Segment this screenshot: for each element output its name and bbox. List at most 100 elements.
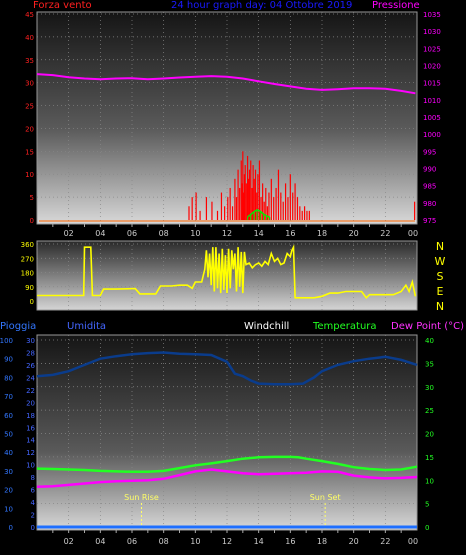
windchill-legend: Windchill <box>244 321 290 332</box>
pressure-tick-label: 1020 <box>423 63 441 71</box>
compass-label: E <box>437 285 444 298</box>
dewpoint-legend: Dew Point (°C) <box>391 321 465 332</box>
temp-tick-label: 30 <box>425 384 434 392</box>
pioggia-axis-label: Pioggia <box>0 321 37 332</box>
x-tick-label: 12 <box>222 537 232 546</box>
umidita-tick-label: 10 <box>26 462 35 470</box>
wind-tick-label: 40 <box>25 34 34 42</box>
umidita-tick-label: 16 <box>26 424 35 432</box>
pressure-tick-label: 990 <box>423 166 436 174</box>
x-tick-label: 06 <box>127 229 137 238</box>
umidita-axis-label: Umidita <box>67 321 107 332</box>
pioggia-tick-label: 50 <box>4 431 13 439</box>
direction-tick-label: 180 <box>21 270 34 278</box>
wind-tick-label: 35 <box>25 57 34 65</box>
umidita-tick-label: 20 <box>26 399 35 407</box>
pressure-tick-label: 1035 <box>423 11 441 19</box>
umidita-tick-label: 18 <box>26 412 35 420</box>
direction-tick-label: 0 <box>30 298 34 306</box>
temp-tick-label: 40 <box>425 337 434 345</box>
compass-label: N <box>436 240 444 253</box>
pressure-tick-label: 1030 <box>423 28 441 36</box>
pressure-tick-label: 1000 <box>423 131 441 139</box>
pressure-tick-label: 985 <box>423 183 436 191</box>
umidita-tick-label: 26 <box>26 362 35 370</box>
x-tick-label: 10 <box>190 229 200 238</box>
umidita-tick-label: 6 <box>31 487 36 495</box>
x-tick-label: 10 <box>190 537 200 546</box>
pressure-tick-label: 980 <box>423 200 436 208</box>
wind-tick-label: 0 <box>30 217 34 225</box>
x-tick-label: 06 <box>127 537 137 546</box>
temp-tick-label: 10 <box>425 477 434 485</box>
wind-tick-label: 15 <box>25 148 34 156</box>
direction-line <box>37 244 417 300</box>
temp-tick-label: 0 <box>425 524 429 532</box>
pioggia-tick-label: 30 <box>4 468 13 476</box>
umidita-tick-label: 22 <box>26 387 35 395</box>
sun-marker-label: Sun Rise <box>124 493 159 502</box>
pioggia-tick-label: 40 <box>4 449 13 457</box>
umidita-tick-label: 30 <box>26 337 35 345</box>
chart-title: 24 hour graph day: 04 Ottobre 2019 <box>171 0 353 11</box>
pioggia-tick-label: 100 <box>0 337 13 345</box>
humidity-line <box>36 351 418 386</box>
x-tick-label: 18 <box>317 537 327 546</box>
compass-label: N <box>436 300 444 313</box>
temp-plot-area <box>36 334 418 531</box>
x-tick-label: 04 <box>95 229 105 238</box>
temp-tick-label: 25 <box>425 407 434 415</box>
x-tick-label: 20 <box>349 537 359 546</box>
dewpoint-line <box>36 468 418 489</box>
pioggia-tick-label: 70 <box>4 393 13 401</box>
wind-tick-label: 25 <box>25 103 34 111</box>
x-tick-label: 14 <box>254 229 264 238</box>
pioggia-tick-label: 60 <box>4 412 13 420</box>
umidita-tick-label: 4 <box>31 499 36 507</box>
x-tick-label: 04 <box>95 537 105 546</box>
x-tick-label: 22 <box>380 229 390 238</box>
umidita-tick-label: 14 <box>26 437 35 445</box>
direction-tick-label: 270 <box>21 255 34 263</box>
pressure-tick-label: 1015 <box>423 80 441 88</box>
direction-tick-label: 90 <box>25 284 34 292</box>
pioggia-tick-label: 80 <box>4 374 13 382</box>
x-tick-label: 02 <box>64 537 74 546</box>
x-tick-label: 22 <box>380 537 390 546</box>
x-tick-label: 08 <box>159 229 169 238</box>
x-tick-label: 12 <box>222 229 232 238</box>
umidita-tick-label: 8 <box>31 474 35 482</box>
sun-marker-label: Sun Set <box>310 493 341 502</box>
pioggia-tick-label: 0 <box>9 524 13 532</box>
pressure-tick-label: 1010 <box>423 97 441 105</box>
compass-label: S <box>437 270 444 283</box>
temp-tick-label: 5 <box>425 501 429 509</box>
wind-tick-label: 5 <box>30 194 34 202</box>
x-tick-label: 18 <box>317 229 327 238</box>
temp-tick-label: 20 <box>425 431 434 439</box>
compass-label: W <box>435 255 446 268</box>
umidita-tick-label: 12 <box>26 449 35 457</box>
pressure-tick-label: 1005 <box>423 114 441 122</box>
x-tick-label: 20 <box>349 229 359 238</box>
pioggia-tick-label: 90 <box>4 356 13 364</box>
pioggia-tick-label: 10 <box>4 505 13 513</box>
x-tick-label: 08 <box>159 537 169 546</box>
umidita-tick-label: 28 <box>26 349 35 357</box>
wind-tick-label: 45 <box>25 11 34 19</box>
pressure-tick-label: 1025 <box>423 45 441 53</box>
temp-tick-label: 15 <box>425 454 434 462</box>
temperatura-legend: Temperatura <box>313 321 377 332</box>
wind-tick-label: 30 <box>25 80 34 88</box>
x-tick-label: 16 <box>285 537 295 546</box>
x-tick-label: 02 <box>64 229 74 238</box>
pressure-axis-label: Pressione <box>372 0 420 11</box>
temperature-line <box>36 455 418 474</box>
wind-axis-label: Forza vento <box>33 0 92 11</box>
wind-average-line <box>247 209 271 218</box>
umidita-tick-label: 0 <box>31 524 35 532</box>
wind-tick-label: 10 <box>25 171 34 179</box>
pressure-tick-label: 975 <box>423 217 436 225</box>
umidita-tick-label: 24 <box>26 374 35 382</box>
